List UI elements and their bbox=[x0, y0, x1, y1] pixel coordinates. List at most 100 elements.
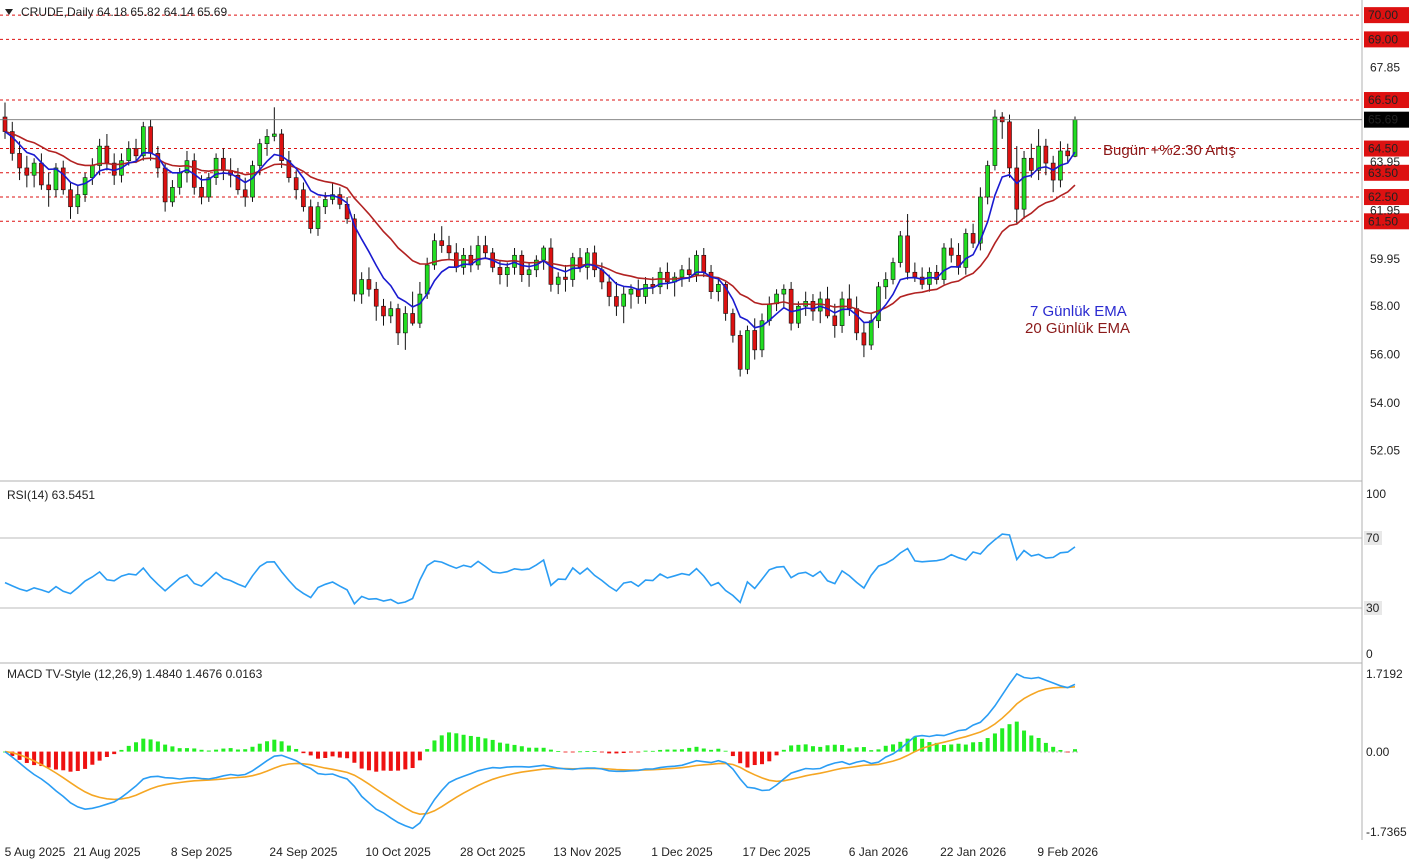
candle-down bbox=[905, 235, 910, 273]
candle-down bbox=[39, 162, 44, 186]
candle-up bbox=[322, 199, 328, 208]
macd-hist-bar bbox=[206, 750, 211, 752]
macd-hist-bar bbox=[1000, 728, 1005, 752]
macd-hist-bar bbox=[621, 751, 626, 754]
ema20-label: 20 Günlük EMA bbox=[1025, 320, 1130, 337]
macd-hist-bar bbox=[250, 746, 255, 752]
candle-up bbox=[898, 235, 903, 263]
macd-hist-bar bbox=[527, 747, 532, 752]
macd-hist-bar bbox=[548, 749, 553, 752]
macd-hist-bar bbox=[468, 735, 473, 752]
candle-down bbox=[221, 157, 226, 171]
macd-hist-bar bbox=[628, 751, 633, 753]
macd-hist-bar bbox=[447, 732, 452, 752]
macd-hist-bar bbox=[75, 751, 80, 771]
candle-down bbox=[483, 245, 488, 254]
macd-hist-bar bbox=[461, 734, 466, 752]
macd-hist-bar bbox=[170, 746, 175, 752]
candle-down bbox=[352, 218, 357, 295]
macd-hist-bar bbox=[374, 751, 379, 772]
rsi-title: RSI(14) 63.5451 bbox=[7, 488, 95, 502]
macd-hist-bar bbox=[46, 751, 51, 768]
candle-up bbox=[978, 196, 983, 244]
candle-up bbox=[90, 165, 95, 178]
date-tick-label: 17 Dec 2025 bbox=[743, 845, 811, 859]
candle-up bbox=[315, 206, 321, 229]
macd-hist-bar bbox=[104, 751, 109, 757]
candle-down bbox=[308, 206, 314, 229]
macd-hist-bar bbox=[417, 751, 422, 761]
macd-hist-bar bbox=[745, 751, 750, 768]
candle-down bbox=[1065, 150, 1071, 157]
level-tag bbox=[1364, 140, 1409, 157]
macd-hist-bar bbox=[214, 749, 219, 752]
macd-hist-bar bbox=[1014, 721, 1019, 752]
candle-up bbox=[31, 162, 37, 176]
macd-line bbox=[4, 672, 1076, 830]
macd-hist-bar bbox=[825, 745, 830, 752]
candle-down bbox=[686, 269, 692, 275]
macd-hist-bar bbox=[971, 742, 976, 752]
candle-up bbox=[643, 284, 648, 297]
macd-hist-bar bbox=[381, 751, 386, 771]
candle-down bbox=[1050, 162, 1056, 181]
date-tick-label: 9 Feb 2026 bbox=[1037, 845, 1098, 859]
candle-down bbox=[1007, 121, 1012, 169]
macd-hist-bar bbox=[90, 751, 95, 765]
macd-hist-bar bbox=[228, 748, 233, 752]
candle-down bbox=[199, 187, 204, 198]
rsi-line bbox=[4, 533, 1076, 606]
candle-down bbox=[854, 308, 859, 334]
macd-hist-bar bbox=[563, 751, 568, 753]
macd-histogram bbox=[2, 721, 1078, 772]
candle-up bbox=[424, 264, 430, 295]
macd-hist-bar bbox=[614, 751, 619, 754]
macd-hist-bar bbox=[934, 742, 939, 752]
macd-hist-bar bbox=[155, 741, 160, 752]
macd-hist-bar bbox=[265, 741, 270, 752]
level-tag bbox=[1364, 7, 1409, 24]
candle-up bbox=[264, 136, 270, 144]
candle-down bbox=[46, 184, 51, 191]
macd-hist-bar bbox=[315, 751, 320, 759]
macd-hist-bar bbox=[483, 738, 488, 752]
macd-hist-bar bbox=[425, 749, 430, 752]
candle-down bbox=[104, 145, 110, 164]
candle-up bbox=[621, 293, 627, 307]
macd-hist-bar bbox=[898, 741, 903, 752]
candle-up bbox=[716, 284, 721, 292]
macd-hist-bar bbox=[658, 749, 663, 752]
macd-hist-bar bbox=[1051, 746, 1056, 752]
macd-hist-bar bbox=[359, 751, 364, 769]
macd-hist-bar bbox=[1029, 735, 1034, 752]
candle-down bbox=[832, 315, 838, 326]
price-tick-label: 63.95 bbox=[1370, 155, 1400, 169]
macd-hist-bar bbox=[512, 744, 517, 752]
candle-up bbox=[585, 252, 590, 268]
macd-hist-bar bbox=[920, 738, 925, 752]
candle-down bbox=[9, 131, 15, 154]
macd-hist-bar bbox=[235, 749, 240, 752]
macd-hist-bar bbox=[752, 751, 757, 766]
date-tick-label: 1 Dec 2025 bbox=[651, 845, 713, 859]
macd-hist-bar bbox=[294, 748, 299, 752]
candle-down bbox=[395, 308, 401, 334]
macd-hist-bar bbox=[716, 748, 721, 752]
macd-hist-bar bbox=[279, 741, 284, 752]
date-tick-label: 6 Jan 2026 bbox=[849, 845, 909, 859]
macd-hist-bar bbox=[941, 744, 946, 752]
candle-up bbox=[1021, 157, 1027, 210]
macd-hist-bar bbox=[891, 744, 896, 752]
collapse-triangle-icon[interactable] bbox=[5, 9, 13, 15]
candle-down bbox=[366, 279, 372, 290]
last-price-label: 65.69 bbox=[1368, 113, 1398, 127]
macd-hist-bar bbox=[760, 751, 765, 765]
macd-hist-bar bbox=[665, 749, 670, 752]
macd-hist-bar bbox=[68, 751, 73, 772]
rsi-70-tag bbox=[1364, 531, 1382, 545]
candle-up bbox=[403, 313, 408, 334]
candle-up bbox=[876, 286, 881, 322]
candle-down bbox=[912, 271, 918, 278]
macd-hist-bar bbox=[257, 743, 262, 752]
